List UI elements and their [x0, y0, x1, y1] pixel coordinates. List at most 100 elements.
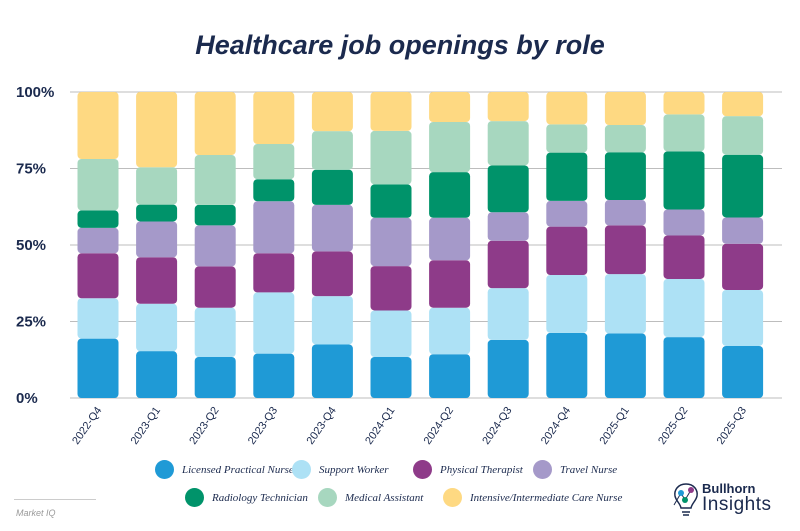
- bar-segment: [311, 131, 353, 170]
- legend-item: Support Worker: [292, 460, 389, 479]
- bar-segment: [136, 257, 178, 304]
- bar-segment: [370, 217, 412, 267]
- bar-segment: [77, 253, 119, 299]
- bar-segment: [253, 292, 295, 354]
- bullhorn-insights-logo: Bullhorn Insights: [672, 481, 792, 521]
- x-tick-label: 2025-Q1: [597, 405, 631, 447]
- bar-segment: [253, 353, 295, 398]
- legend-swatch: [533, 460, 552, 479]
- chart-title: Healthcare job openings by role: [195, 30, 605, 60]
- legend-label: Radiology Technician: [212, 491, 308, 504]
- bar-segment: [136, 92, 178, 168]
- bar-segment: [370, 310, 412, 357]
- bar-segment: [722, 154, 764, 218]
- bar-segment: [311, 204, 353, 252]
- bar-segment: [136, 221, 178, 258]
- legend-label: Travel Nurse: [560, 463, 618, 476]
- legend-swatch: [185, 488, 204, 507]
- bar-segment: [487, 288, 529, 340]
- bar-segment: [311, 344, 353, 398]
- bar-segment: [77, 92, 119, 160]
- bar-segment: [487, 165, 529, 213]
- bar-segment: [370, 92, 412, 131]
- legend-swatch: [318, 488, 337, 507]
- bar-segment: [194, 204, 236, 226]
- bar-segment: [253, 253, 295, 293]
- y-tick-label: 0%: [16, 390, 38, 407]
- bar-segment: [136, 204, 178, 222]
- bar-segment: [722, 243, 764, 290]
- legend-swatch: [443, 488, 462, 507]
- legend-label: Physical Therapist: [440, 463, 523, 476]
- lightbulb-logo-icon: [673, 483, 698, 516]
- bar-segment: [663, 151, 705, 210]
- bar-segment: [370, 356, 412, 398]
- bar-segment: [194, 92, 236, 156]
- bar-segment: [194, 155, 236, 205]
- bar-segment: [429, 217, 471, 261]
- bar-segment: [546, 152, 588, 201]
- bar-segment: [546, 124, 588, 153]
- bar-segment: [77, 227, 119, 254]
- legend-item: Physical Therapist: [413, 460, 523, 479]
- legend-label: Support Worker: [319, 463, 389, 476]
- bar-segment: [429, 354, 471, 398]
- y-tick-label: 50%: [16, 237, 46, 254]
- bar-segment: [253, 201, 295, 254]
- legend-swatch: [155, 460, 174, 479]
- bar-segment: [604, 92, 646, 126]
- bar-segment: [487, 92, 529, 122]
- bar-segment: [663, 114, 705, 152]
- bar-segment: [663, 235, 705, 279]
- bar-segment: [487, 212, 529, 241]
- x-tick-label: 2023-Q4: [304, 405, 338, 447]
- source-note: Market IQ: [16, 508, 56, 518]
- x-tick-label: 2023-Q3: [246, 405, 280, 447]
- bar-segment: [311, 251, 353, 297]
- x-tick-label: 2025-Q2: [656, 405, 690, 447]
- bar-segment: [722, 345, 764, 398]
- bar-segment: [604, 152, 646, 201]
- y-tick-label: 100%: [16, 84, 54, 101]
- bar-segment: [487, 240, 529, 289]
- bar-segment: [604, 125, 646, 153]
- bar-segment: [663, 337, 705, 398]
- bar-segment: [429, 260, 471, 308]
- legend-swatch: [413, 460, 432, 479]
- bar-segment: [194, 356, 236, 398]
- bar-segment: [253, 92, 295, 145]
- bar-segment: [77, 338, 119, 398]
- bar-segment: [546, 226, 588, 275]
- bar-segment: [663, 209, 705, 236]
- bar-segment: [311, 296, 353, 345]
- bar-segment: [429, 172, 471, 218]
- legend-item: Medical Assistant: [318, 488, 423, 507]
- x-tick-label: 2024-Q4: [539, 405, 573, 447]
- bar-segment: [546, 92, 588, 125]
- bar-segment: [370, 266, 412, 311]
- logo-text-insights: Insights: [702, 494, 772, 515]
- bar-segment: [487, 121, 529, 166]
- stacked-bar-chart: 0% 25% 50% 75% 100% 2022-Q4 2023-Q1 2023-Q2 2023…: [16, 84, 782, 447]
- y-tick-label: 75%: [16, 161, 46, 178]
- bar-segment: [311, 169, 353, 205]
- x-tick-label: 2025-Q3: [715, 405, 749, 447]
- bar-segment: [546, 200, 588, 227]
- bar-segment: [77, 210, 119, 228]
- bar-segment: [546, 332, 588, 398]
- legend-label: Intensive/Intermediate Care Nurse: [470, 491, 623, 504]
- bar-segment: [663, 278, 705, 338]
- bar-segment: [722, 289, 764, 346]
- legend-label: Medical Assistant: [345, 491, 424, 504]
- bar-segment: [663, 92, 705, 115]
- bar-segment: [604, 200, 646, 226]
- bar-segment: [487, 339, 529, 398]
- bar-segment: [253, 144, 295, 180]
- bar-segment: [722, 92, 764, 117]
- x-tick-label: 2024-Q2: [422, 405, 456, 447]
- bar-segment: [370, 184, 412, 218]
- bar-segment: [370, 130, 412, 185]
- x-tick-label: 2023-Q1: [129, 405, 163, 447]
- legend-item: Intensive/Intermediate Care Nurse: [443, 488, 622, 507]
